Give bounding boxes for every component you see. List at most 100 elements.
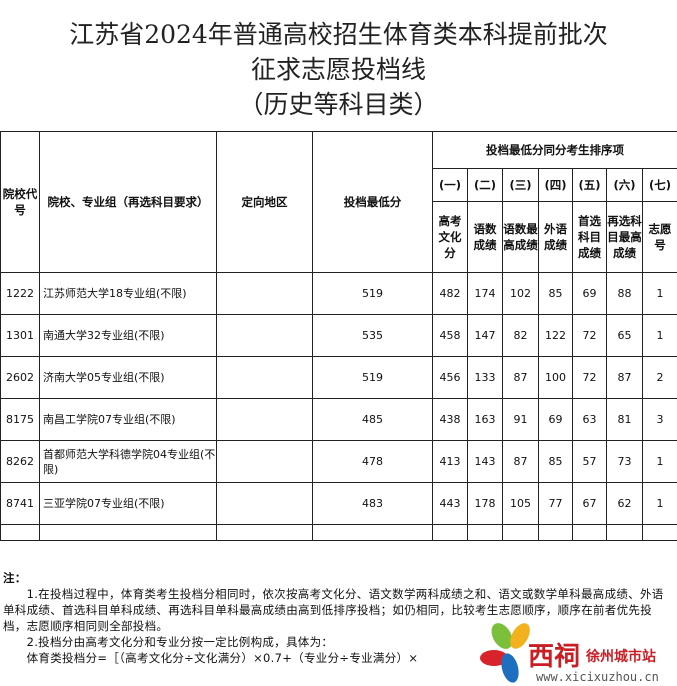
header-order-2: (二)	[467, 168, 503, 202]
row-rank-value-1: 456	[432, 356, 468, 399]
row-rank-value-2: 174	[467, 272, 503, 315]
row-rank-value-7: 1	[641, 272, 677, 315]
row-rank-value-7: 3	[641, 398, 677, 441]
table-row: 1222 江苏师范大学18专业组(不限) 519 482 174 102 85 69 88 1	[0, 272, 677, 315]
row-rank-value-3: 82	[502, 314, 539, 357]
row-min-score: 519	[312, 272, 433, 315]
row-rank-value-6: 87	[606, 356, 643, 399]
row-code: 1301	[0, 314, 40, 357]
row-min-score: 519	[312, 356, 433, 399]
row-rank-value-2: 163	[467, 398, 503, 441]
row-name: 三亚学院07专业组(不限)	[39, 482, 217, 525]
row-name: 济南大学05专业组(不限)	[39, 356, 217, 399]
note-2: 2.投档分由高考文化分和专业分按一定比例构成，具体为：	[3, 635, 334, 649]
row-code: 1222	[0, 272, 40, 315]
header-order-1: (一)	[432, 168, 468, 202]
table-row: 8262 首都师范大学科德学院04专业组(不限) 478 413 143 87 85 57 73…	[0, 440, 677, 483]
row-region	[216, 272, 313, 315]
flower-logo-icon	[480, 623, 530, 683]
row-rank-value-6: 88	[606, 272, 643, 315]
row-min-score: 485	[312, 398, 433, 441]
row-rank-value-5: 57	[572, 440, 607, 483]
header-group: 院校、专业组（再选科目要求）	[39, 131, 217, 273]
city-text: 徐州城市站	[586, 649, 656, 665]
row-rank-value-7: 1	[641, 314, 677, 357]
row-rank-value-3: 105	[502, 482, 539, 525]
row-code: 8741	[0, 482, 40, 525]
row-rank-value-4: 77	[538, 482, 573, 525]
header-item-1: 高考文化分	[432, 201, 468, 273]
row-rank-value-2: 147	[467, 314, 503, 357]
header-item-3: 语数最高成绩	[502, 201, 539, 273]
admission-table: 院校代号 院校、专业组（再选科目要求） 定向地区 投档最低分 投档最低分同分考生…	[0, 131, 677, 541]
title-line-2: 征求志愿投档线	[250, 55, 426, 84]
row-rank-value-4: 122	[538, 314, 573, 357]
row-rank-value-5: 67	[572, 482, 607, 525]
row-rank-value-3: 91	[502, 398, 539, 441]
row-rank-value-2: 178	[467, 482, 503, 525]
row-rank-value-4: 100	[538, 356, 573, 399]
header-item-2: 语数成绩	[467, 201, 503, 273]
row-rank-value-1: 482	[432, 272, 468, 315]
watermark-logo: 西祠 徐州城市站 www.xicixuzhou.cn	[478, 618, 677, 686]
header-item-4: 外语成绩	[538, 201, 573, 273]
row-rank-value-3: 87	[502, 356, 539, 399]
header-item-7: 志愿号	[641, 201, 677, 273]
row-rank-value-5: 72	[572, 356, 607, 399]
row-region	[216, 356, 313, 399]
brand-text: 西祠	[528, 642, 581, 672]
row-rank-value-2: 143	[467, 440, 503, 483]
row-rank-value-5: 72	[572, 314, 607, 357]
row-rank-value-7: 1	[641, 482, 677, 525]
row-rank-value-7: 2	[641, 356, 677, 399]
url-text: www.xicixuzhou.cn	[536, 670, 659, 684]
row-rank-value-6: 65	[606, 314, 643, 357]
table-row: 1301 南通大学32专业组(不限) 535 458 147 82 122 72 65 1	[0, 314, 677, 357]
row-code: 8262	[0, 440, 40, 483]
row-rank-value-6: 62	[606, 482, 643, 525]
row-rank-value-1: 458	[432, 314, 468, 357]
row-min-score: 535	[312, 314, 433, 357]
header-tiebreak: 投档最低分同分考生排序项	[431, 131, 677, 169]
header-order-5: (五)	[572, 168, 607, 202]
row-rank-value-6: 73	[606, 440, 643, 483]
note-3: 体育类投档分=［（高考文化分÷文化满分）×0.7+（专业分÷专业满分）×	[3, 651, 419, 665]
row-min-score: 478	[312, 440, 433, 483]
notes: 注： 1.在投档过程中，体育类考生投档分相同时，依次按高考文化分、语文数学两科成…	[3, 570, 675, 666]
row-code: 2602	[0, 356, 40, 399]
row-name: 首都师范大学科德学院04专业组(不限)	[39, 440, 217, 483]
header-order-4: (四)	[538, 168, 573, 202]
row-name: 江苏师范大学18专业组(不限)	[39, 272, 217, 315]
table-row: 8741 三亚学院07专业组(不限) 483 443 178 105 77 67 62 1	[0, 482, 677, 525]
row-rank-value-3: 87	[502, 440, 539, 483]
notes-label: 注：	[3, 571, 27, 585]
row-rank-value-5: 69	[572, 272, 607, 315]
row-min-score: 483	[312, 482, 433, 525]
table-row: 8175 南昌工学院07专业组(不限) 485 438 163 91 69 63 81 3	[0, 398, 677, 441]
header-region: 定向地区	[216, 131, 313, 273]
header-order-3: (三)	[502, 168, 539, 202]
row-name: 南昌工学院07专业组(不限)	[39, 398, 217, 441]
header-item-5: 首选科目成绩	[572, 201, 607, 273]
row-region	[216, 440, 313, 483]
header-min-score: 投档最低分	[312, 131, 433, 273]
row-rank-value-1: 438	[432, 398, 468, 441]
row-region	[216, 398, 313, 441]
table-row: 2602 济南大学05专业组(不限) 519 456 133 87 100 72 87 2	[0, 356, 677, 399]
row-rank-value-2: 133	[467, 356, 503, 399]
row-rank-value-1: 443	[432, 482, 468, 525]
title-line-1: 江苏省2024年普通高校招生体育类本科提前批次	[69, 20, 608, 49]
row-rank-value-1: 413	[432, 440, 468, 483]
title-line-3: （历史等科目类）	[238, 90, 439, 119]
row-region	[216, 482, 313, 525]
row-rank-value-7: 1	[641, 440, 677, 483]
header-code: 院校代号	[0, 131, 40, 273]
header-order-7: (七)	[641, 168, 677, 202]
row-rank-value-4: 85	[538, 440, 573, 483]
header-order-6: (六)	[606, 168, 643, 202]
row-rank-value-4: 69	[538, 398, 573, 441]
row-code: 8175	[0, 398, 40, 441]
header-item-6: 再选科目最高成绩	[606, 201, 643, 273]
row-name: 南通大学32专业组(不限)	[39, 314, 217, 357]
